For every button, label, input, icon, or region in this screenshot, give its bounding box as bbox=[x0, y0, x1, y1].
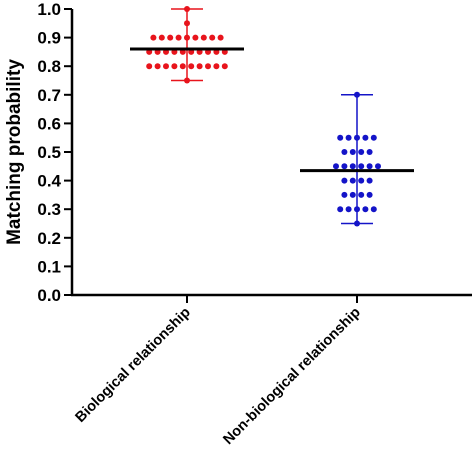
series-group bbox=[300, 91, 414, 227]
y-tick-label: 0.9 bbox=[37, 29, 61, 48]
data-point bbox=[171, 63, 178, 70]
data-point bbox=[358, 149, 365, 155]
data-point bbox=[188, 63, 195, 70]
data-point bbox=[213, 63, 220, 70]
data-point bbox=[337, 134, 344, 141]
y-tick-label: 0.0 bbox=[37, 286, 61, 305]
data-point bbox=[341, 191, 348, 198]
data-point bbox=[221, 63, 228, 70]
y-axis-title: Matching probability bbox=[4, 59, 25, 245]
data-point bbox=[192, 34, 199, 41]
data-point bbox=[354, 220, 360, 227]
data-point bbox=[341, 163, 348, 170]
data-point bbox=[184, 6, 190, 12]
y-tick-label: 0.6 bbox=[37, 114, 61, 133]
data-point bbox=[150, 34, 157, 41]
data-point bbox=[205, 63, 211, 70]
y-tick-label: 0.3 bbox=[37, 200, 61, 219]
data-point bbox=[370, 206, 377, 213]
data-point bbox=[354, 134, 360, 141]
data-point bbox=[337, 206, 344, 213]
data-point bbox=[333, 163, 339, 170]
data-point bbox=[358, 191, 365, 198]
data-point bbox=[345, 206, 352, 213]
series-layer bbox=[130, 6, 414, 227]
data-point bbox=[354, 91, 360, 98]
data-point bbox=[366, 177, 373, 184]
y-tick-label: 0.8 bbox=[37, 57, 61, 76]
data-point bbox=[349, 149, 356, 155]
data-point bbox=[179, 63, 186, 70]
x-category-label: Non-biological relationship bbox=[220, 304, 364, 448]
data-point bbox=[341, 177, 348, 184]
data-point bbox=[196, 63, 203, 70]
data-point bbox=[366, 149, 373, 155]
series-group bbox=[130, 6, 244, 84]
data-point bbox=[362, 134, 369, 141]
data-point bbox=[354, 206, 360, 213]
data-point bbox=[217, 34, 224, 41]
data-point bbox=[167, 34, 174, 41]
data-point bbox=[184, 34, 190, 41]
data-point bbox=[345, 134, 352, 141]
y-ticks: 0.0 0.1 0.2 0.3 0.4 0.5 0.6 0.7 0.8 0.9 1.0 bbox=[37, 0, 72, 305]
data-point bbox=[184, 77, 190, 84]
data-point bbox=[349, 177, 356, 184]
data-point bbox=[358, 177, 365, 184]
data-point bbox=[375, 163, 381, 170]
data-point bbox=[362, 206, 369, 213]
data-point bbox=[200, 34, 207, 41]
data-point bbox=[184, 20, 190, 27]
y-tick-label: 0.2 bbox=[37, 229, 61, 248]
data-point bbox=[209, 34, 216, 41]
data-point bbox=[349, 191, 356, 198]
y-tick-label: 1.0 bbox=[37, 0, 61, 19]
y-tick-label: 0.4 bbox=[37, 172, 61, 191]
data-point bbox=[341, 149, 348, 155]
y-tick-label: 0.1 bbox=[37, 257, 61, 276]
data-point bbox=[154, 63, 161, 70]
data-point bbox=[366, 191, 373, 198]
y-tick-label: 0.5 bbox=[37, 143, 61, 162]
data-point bbox=[146, 63, 153, 70]
data-point bbox=[158, 34, 165, 41]
y-tick-label: 0.7 bbox=[37, 86, 61, 105]
data-point bbox=[370, 134, 377, 141]
data-point bbox=[358, 163, 365, 170]
data-point bbox=[349, 163, 356, 170]
x-ticks: Biological relationship Non-biological re… bbox=[73, 295, 364, 448]
data-point bbox=[175, 34, 182, 41]
data-point bbox=[163, 63, 169, 70]
data-point bbox=[366, 163, 373, 170]
x-category-label: Biological relationship bbox=[73, 304, 194, 425]
